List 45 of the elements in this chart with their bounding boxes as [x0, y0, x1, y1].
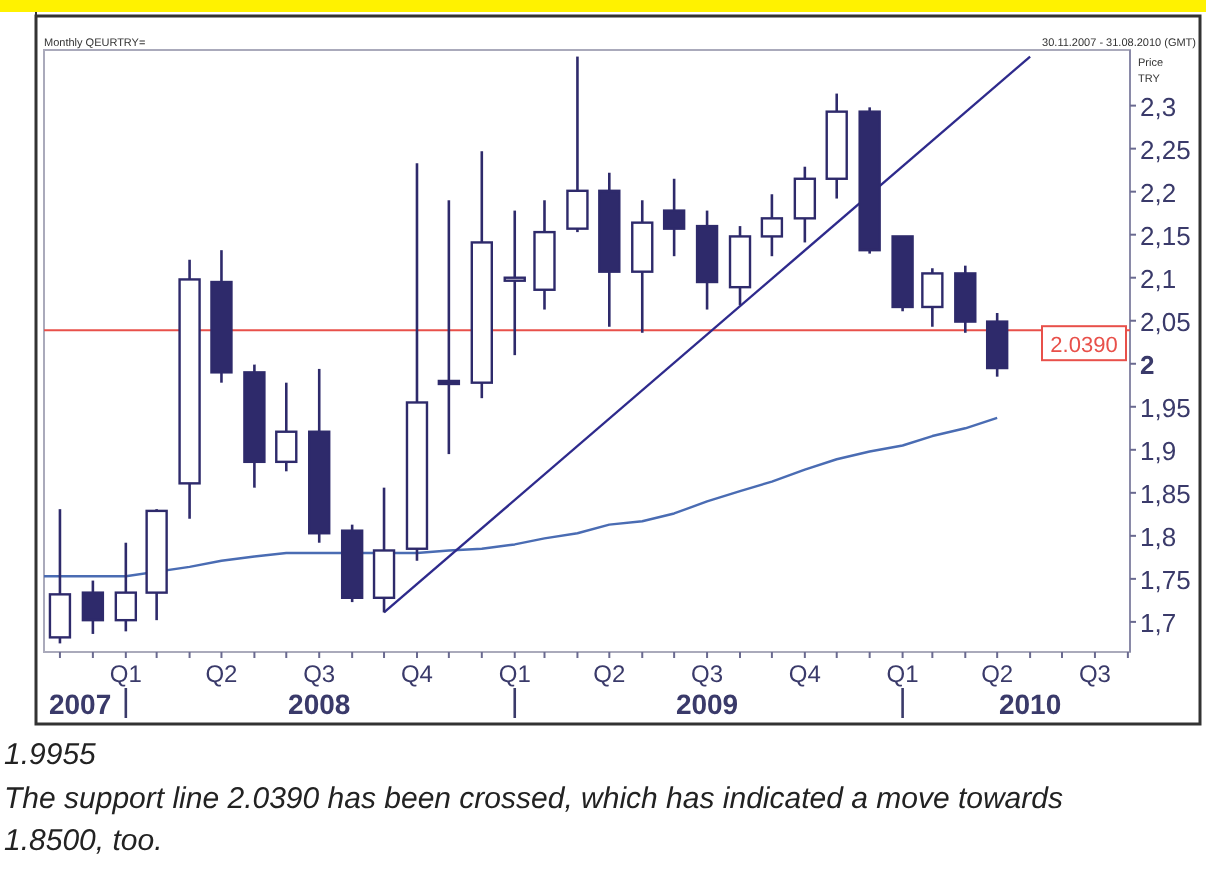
y-tick-label: 2,3 — [1140, 91, 1177, 122]
x2-tick-label: 2009 — [675, 688, 739, 720]
x-tick-label: Q2 — [981, 660, 1014, 688]
candlestick — [793, 165, 817, 244]
y-tick-label: 2,1 — [1140, 263, 1177, 294]
x2-tick-label: 2010 — [998, 688, 1062, 720]
x2-tick-label: 2007 — [48, 688, 112, 720]
candlestick — [275, 381, 298, 473]
y-tick-label: 2,05 — [1140, 306, 1191, 337]
y-tick-label: 2,15 — [1140, 220, 1191, 251]
candlestick — [437, 198, 461, 456]
x-tick-label: Q1 — [498, 660, 532, 688]
x2-tick-label: 2008 — [288, 688, 351, 720]
ref-line-label: 2.0390 — [1050, 334, 1118, 359]
candlestick — [114, 541, 138, 633]
y-tick-label: 1,9 — [1140, 435, 1177, 466]
candlestick — [566, 55, 589, 234]
candlestick — [503, 209, 526, 357]
y-tick-label: 1,75 — [1140, 564, 1191, 595]
candlestick — [760, 192, 784, 258]
x-tick-label: Q1 — [886, 660, 920, 688]
y-tick-label: 1,7 — [1140, 607, 1177, 638]
x-tick-label: Q1 — [109, 660, 143, 688]
y-tick-label: 2,25 — [1140, 134, 1191, 165]
x-tick-label: Q3 — [303, 660, 336, 688]
y-tick-label: 2,2 — [1140, 177, 1177, 208]
text: 1.9955 — [4, 738, 98, 772]
y-tick-label: 1,85 — [1140, 478, 1191, 509]
candlestick — [81, 579, 105, 636]
candlestick — [662, 177, 686, 258]
y-tick-label: 1,8 — [1140, 521, 1177, 552]
x-tick-label: Q4 — [400, 660, 434, 688]
line-series — [42, 416, 999, 578]
x-tick-label: Q3 — [1078, 660, 1112, 688]
x-tick-label: Q2 — [205, 660, 239, 688]
candlestick — [48, 507, 72, 645]
candlestick — [372, 486, 396, 614]
y-tick-label: 2 — [1140, 349, 1155, 380]
x-tick-label: Q4 — [788, 660, 822, 688]
x-tick-label: Q3 — [691, 660, 724, 688]
y-tick-label: 1,95 — [1140, 392, 1191, 423]
x-tick-label: Q2 — [593, 660, 626, 688]
candlestick — [985, 311, 1009, 378]
candlestick — [921, 266, 944, 329]
text: The support line 2.0390 has been crossed, which has indicated a move towards 1.8500, too. — [4, 782, 1064, 858]
